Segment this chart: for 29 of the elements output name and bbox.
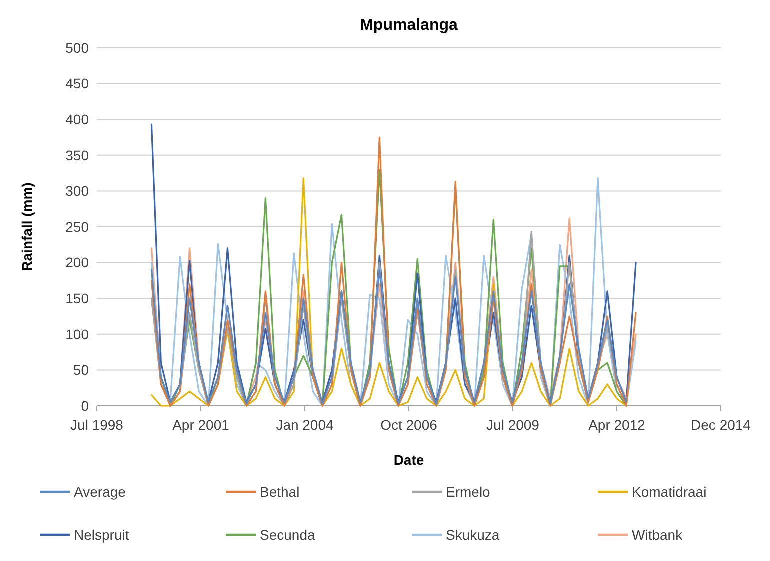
x-tick-label: Apr 2001 <box>172 417 230 433</box>
y-tick-label: 350 <box>66 147 90 164</box>
y-tick-label: 0 <box>81 398 90 414</box>
legend-label: Secunda <box>260 526 316 543</box>
x-tick-label: Oct 2006 <box>380 417 438 433</box>
x-tick-label: Jan 2004 <box>276 417 334 433</box>
legend-label: Skukuza <box>446 526 500 543</box>
y-tick-label: 100 <box>66 326 90 342</box>
x-axis-title: Date <box>394 452 424 468</box>
chart-title: Mpumalanga <box>360 17 458 34</box>
legend-label: Nelspruit <box>74 526 130 543</box>
y-tick-label: 150 <box>66 290 90 306</box>
y-axis-title: Rainfall (mm) <box>19 182 35 272</box>
y-tick-label: 400 <box>66 112 90 128</box>
x-tick-label: Dec 2014 <box>691 417 752 433</box>
legend-label: Komatidraai <box>632 484 707 500</box>
y-tick-label: 450 <box>66 76 90 92</box>
y-tick-label: 200 <box>66 254 90 271</box>
x-tick-label: Jul 1998 <box>70 417 124 433</box>
y-tick-label: 250 <box>66 218 90 235</box>
y-tick-label: 300 <box>66 183 90 200</box>
y-tick-label: 50 <box>73 362 90 378</box>
legend-label: Bethal <box>260 484 300 500</box>
legend-label: Average <box>74 484 126 500</box>
legend-label: Witbank <box>632 526 684 543</box>
legend-label: Ermelo <box>446 484 491 500</box>
x-tick-label: Jul 2009 <box>486 417 540 433</box>
x-tick-label: Apr 2012 <box>588 417 646 433</box>
y-tick-label: 500 <box>66 40 90 56</box>
